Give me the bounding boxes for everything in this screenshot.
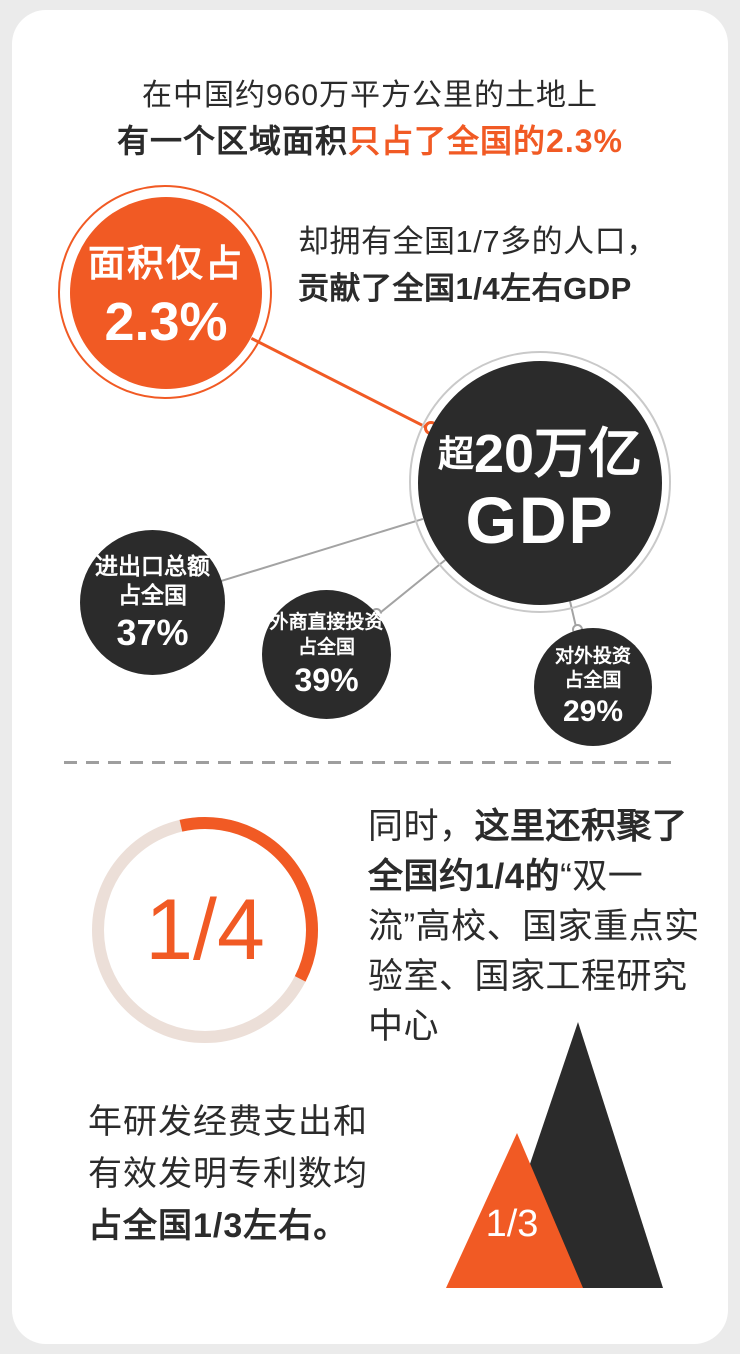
connector-area-to-gdp <box>250 337 432 431</box>
stat-bubble-import-export: 进出口总额 占全国 37% <box>80 530 225 675</box>
area-bubble-label: 面积仅占 <box>88 243 244 284</box>
header-line1: 在中国约960万平方公里的土地上 <box>141 79 599 112</box>
connector-gdp-to-fdi <box>377 559 446 616</box>
stat-sublabel: 占全国 <box>297 637 355 658</box>
stat-bubble-fdi: 外商直接投资 占全国 39% <box>262 590 391 719</box>
area-bubble-value: 2.3% <box>104 292 228 352</box>
third-line2: 有效发明专利数均 <box>88 1155 368 1193</box>
area-bubble: 面积仅占 2.3% <box>70 197 262 389</box>
gdp-bubble: 超20万亿 GDP <box>418 361 662 605</box>
stat-label: 外商直接投资 <box>269 612 384 633</box>
population-text: 却拥有全国1/7多的人口， 贡献了全国1/4左右GDP <box>298 218 658 312</box>
stat-label: 进出口总额 <box>95 552 210 579</box>
area-bubble-ring <box>58 185 272 399</box>
gdp-bubble-ring <box>409 351 671 613</box>
gdp-value: 20万亿 <box>473 423 643 484</box>
gdp-bubble-value-line: 超20万亿 <box>438 409 642 488</box>
stat-value: 37% <box>116 611 189 653</box>
gdp-unit: GDP <box>465 482 615 557</box>
header-line2-dark: 有一个区域面积 <box>117 123 349 159</box>
third-paragraph: 年研发经费支出和 有效发明专利数均 占全国1/3左右。 <box>88 1096 368 1252</box>
mountain-graphic: 1/3 <box>420 1020 692 1292</box>
quarter-seg2: 这里还积聚了全国约1/4的 <box>368 807 688 896</box>
header-line2: 有一个区域面积只占了全国的2.3% <box>12 116 728 162</box>
stat-sublabel: 占全国 <box>118 581 187 608</box>
mountain-triangles <box>446 1022 663 1288</box>
quarter-seg1: 同时， <box>368 807 475 846</box>
stat-sublabel: 占全国 <box>564 670 622 691</box>
stat-value: 29% <box>562 695 624 728</box>
stat-bubble-outbound-investment: 对外投资 占全国 29% <box>534 628 652 746</box>
third-line1: 年研发经费支出和 <box>88 1103 368 1141</box>
population-text-line1: 却拥有全国1/7多的人口， <box>298 224 658 259</box>
third-line3: 占全国1/3左右。 <box>88 1207 349 1245</box>
stat-value: 39% <box>294 662 359 698</box>
quarter-seg3: “双一流”高校、国家重点实验室、国家工程研究中心 <box>368 857 700 1046</box>
quarter-donut-label: 1/4 <box>145 881 265 978</box>
infographic-card: 在中国约960万平方公里的土地上 有一个区域面积只占了全国的2.3% 面积仅占 … <box>12 10 728 1344</box>
header-line2-accent: 只占了全国的2.3% <box>348 123 623 159</box>
gdp-prefix: 超 <box>437 432 474 474</box>
quarter-paragraph: 同时，这里还积聚了全国约1/4的“双一流”高校、国家重点实验室、国家工程研究中心 <box>368 802 700 1052</box>
stat-label: 对外投资 <box>554 646 631 667</box>
connector-gdp-to-import-export <box>221 517 424 582</box>
quarter-donut-chart <box>91 817 318 1044</box>
mountain-label: 1/3 <box>485 1203 539 1245</box>
orange-mountain-triangle <box>446 1133 583 1288</box>
quarter-donut: 1/4 <box>80 805 330 1055</box>
population-text-line2: 贡献了全国1/4左右GDP <box>298 271 632 306</box>
dashed-divider <box>64 761 676 764</box>
